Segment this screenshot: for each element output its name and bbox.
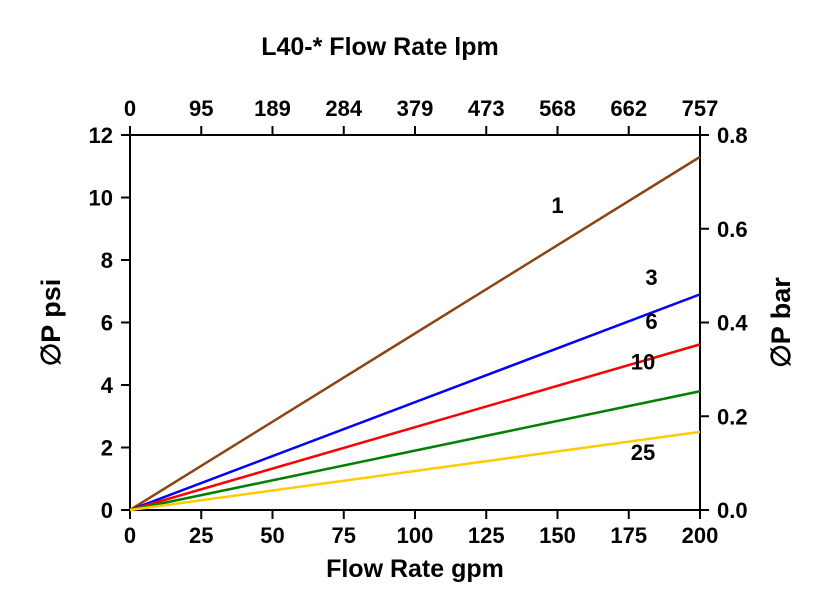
flow-rate-chart: 0255075100125150175200Flow Rate gpm09518…: [0, 0, 828, 606]
x-bottom-tick-label: 175: [610, 523, 647, 548]
y-left-tick-label: 0: [101, 498, 113, 523]
y-right-tick-label: 0.4: [717, 311, 748, 336]
x-top-tick-label: 473: [468, 96, 505, 121]
y-left-tick-label: 6: [101, 311, 113, 336]
x-top-tick-label: 284: [325, 96, 362, 121]
x-bottom-tick-label: 125: [468, 523, 505, 548]
series-label: 1: [551, 193, 563, 218]
y-right-label: ∅P bar: [766, 277, 796, 368]
series-line: [130, 157, 700, 510]
x-bottom-tick-label: 75: [332, 523, 356, 548]
series-label: 25: [631, 440, 655, 465]
y-left-tick-label: 8: [101, 248, 113, 273]
series-line: [130, 432, 700, 510]
y-left-tick-label: 4: [101, 373, 114, 398]
x-top-tick-label: 379: [397, 96, 434, 121]
series-line: [130, 391, 700, 510]
x-top-tick-label: 0: [124, 96, 136, 121]
series-line: [130, 294, 700, 510]
x-bottom-tick-label: 200: [682, 523, 719, 548]
y-right-tick-label: 0.6: [717, 217, 748, 242]
x-bottom-tick-label: 50: [260, 523, 284, 548]
y-right-tick-label: 0.8: [717, 123, 748, 148]
y-right-tick-label: 0.2: [717, 404, 748, 429]
x-top-tick-label: 568: [539, 96, 576, 121]
series-label: 10: [631, 349, 655, 374]
x-top-tick-label: 757: [682, 96, 719, 121]
y-left-tick-label: 10: [89, 186, 113, 211]
x-bottom-tick-label: 25: [189, 523, 213, 548]
x-top-tick-label: 189: [254, 96, 291, 121]
series-label: 3: [645, 265, 657, 290]
chart-title-top: L40-* Flow Rate lpm: [261, 33, 499, 61]
y-left-label: ∅P psi: [36, 279, 66, 367]
x-top-tick-label: 95: [189, 96, 213, 121]
x-bottom-label: Flow Rate gpm: [326, 555, 504, 583]
x-bottom-tick-label: 100: [397, 523, 434, 548]
y-right-tick-label: 0.0: [717, 498, 748, 523]
x-top-tick-label: 662: [610, 96, 647, 121]
x-bottom-tick-label: 0: [124, 523, 136, 548]
y-left-tick-label: 2: [101, 436, 113, 461]
x-bottom-tick-label: 150: [539, 523, 576, 548]
series-line: [130, 344, 700, 510]
y-left-tick-label: 12: [89, 123, 113, 148]
series-label: 6: [645, 309, 657, 334]
